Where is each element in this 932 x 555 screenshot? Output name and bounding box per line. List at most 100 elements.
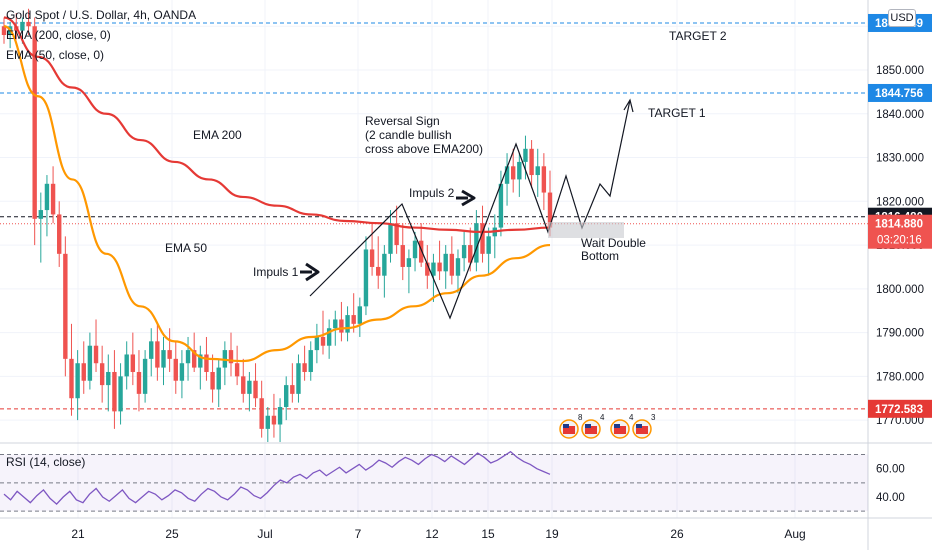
- ema50-legend[interactable]: EMA (50, close, 0): [6, 48, 105, 62]
- economic-events-icon[interactable]: 8 4 4 3: [559, 413, 656, 439]
- candle: [57, 201, 62, 267]
- candle: [106, 354, 111, 412]
- candle: [63, 236, 68, 377]
- candle: [437, 240, 442, 281]
- candle: [474, 210, 479, 272]
- candle: [136, 350, 142, 412]
- candle: [418, 223, 424, 267]
- candle: [124, 341, 129, 390]
- candle: [406, 249, 412, 294]
- time-tick-label: Aug: [784, 527, 805, 541]
- candle: [216, 358, 221, 407]
- candle: [167, 328, 172, 372]
- candle: [339, 301, 344, 342]
- price-tick-label: 1830.000: [876, 153, 924, 165]
- svg-text:1814.880: 1814.880: [875, 219, 923, 231]
- ema200-label: EMA 200: [193, 128, 242, 142]
- candle: [155, 323, 160, 381]
- candle: [26, 8, 31, 36]
- candle: [284, 376, 289, 421]
- zigzag-drawing: [309, 99, 631, 320]
- target1-price-tag: 1844.756: [868, 83, 932, 102]
- candle: [93, 319, 99, 372]
- candle: [112, 350, 117, 429]
- target1-label: TARGET 1: [648, 106, 706, 120]
- candle: [118, 363, 123, 425]
- candle: [529, 140, 534, 189]
- time-tick-label: 12: [425, 527, 439, 541]
- candle: [326, 319, 332, 359]
- wait-label-1: Wait Double: [581, 236, 646, 250]
- candle: [333, 310, 338, 346]
- currency-badge[interactable]: USD: [888, 9, 916, 27]
- time-tick-label: 7: [355, 527, 362, 541]
- candle: [234, 345, 240, 386]
- svg-text:03:20:16: 03:20:16: [877, 235, 922, 247]
- price-tick-label: 1850.000: [876, 65, 924, 77]
- candle: [271, 393, 277, 438]
- ema200-line: [3, 16, 551, 234]
- candle: [382, 245, 387, 298]
- candle: [486, 227, 491, 276]
- candle: [149, 328, 154, 377]
- candle: [376, 236, 381, 289]
- rsi-tick-label: 40.00: [876, 492, 905, 504]
- last-price-tag: 1814.880 03:20:16: [868, 214, 932, 249]
- candle: [480, 205, 485, 263]
- candle: [198, 345, 203, 390]
- target2-label: TARGET 2: [669, 29, 727, 43]
- impuls1-label: Impuls 1: [253, 265, 299, 279]
- candle: [345, 306, 350, 342]
- candle: [425, 245, 430, 289]
- candle: [449, 236, 455, 285]
- time-tick-label: 21: [71, 527, 85, 541]
- candle: [357, 297, 363, 337]
- time-axis[interactable]: 21 25 Jul 7 12 15 19 26 Aug: [71, 527, 805, 541]
- candle: [142, 350, 148, 403]
- reversal-label-3: cross above EMA200): [365, 142, 483, 156]
- rsi-legend[interactable]: RSI (14, close): [6, 455, 86, 469]
- chart-title: Gold Spot / U.S. Dollar, 4h, OANDA: [6, 8, 197, 22]
- price-tick-label: 1790.000: [876, 328, 924, 340]
- candle: [363, 236, 369, 316]
- candle: [461, 231, 467, 272]
- target-arrow-head: [623, 98, 634, 113]
- time-tick-label: 26: [670, 527, 684, 541]
- candle: [75, 350, 80, 421]
- double-bottom-zone: [548, 222, 624, 238]
- impuls1-arrow-icon: [300, 262, 320, 282]
- candle: [541, 153, 547, 211]
- candle: [259, 380, 264, 438]
- candle: [523, 135, 528, 180]
- time-tick-label: Jul: [257, 527, 272, 541]
- time-tick-label: 19: [545, 527, 559, 541]
- candle: [277, 398, 283, 442]
- candle: [38, 192, 44, 263]
- candle: [535, 148, 540, 197]
- candle: [400, 223, 405, 281]
- candle: [130, 332, 136, 386]
- candle: [99, 345, 105, 403]
- candle: [69, 323, 74, 416]
- candle: [308, 341, 313, 381]
- candle: [210, 354, 215, 403]
- time-tick-label: 25: [165, 527, 179, 541]
- impuls2-label: Impuls 2: [409, 186, 455, 200]
- ema200-legend[interactable]: EMA (200, close, 0): [6, 28, 111, 42]
- rsi-tick-label: 60.00: [876, 464, 905, 476]
- candle: [50, 166, 56, 224]
- candle: [302, 345, 307, 381]
- rsi-panel[interactable]: 60.00 40.00: [0, 450, 905, 512]
- candle: [492, 214, 497, 259]
- candle: [265, 406, 270, 442]
- candle: [443, 245, 448, 289]
- price-tick-label: 1770.000: [876, 415, 924, 427]
- candle: [388, 210, 393, 263]
- reversal-label-2: (2 candle bullish: [365, 128, 452, 142]
- price-tick-label: 1780.000: [876, 371, 924, 383]
- support-price-tag: 1772.583: [868, 399, 932, 418]
- svg-text:1844.756: 1844.756: [875, 88, 923, 100]
